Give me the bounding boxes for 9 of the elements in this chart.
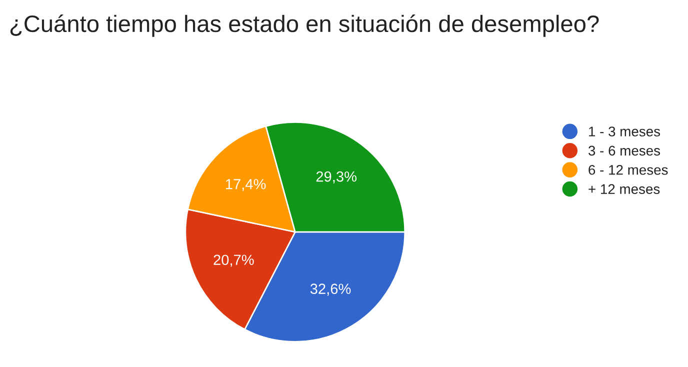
data-label: 20,7% <box>214 254 254 267</box>
legend-label: 3 - 6 meses <box>588 146 660 156</box>
legend-label: 1 - 3 meses <box>589 126 660 136</box>
legend-label: 6 - 12 meses <box>588 164 668 175</box>
data-label: 29,3% <box>316 171 356 184</box>
data-label: 17,4% <box>226 179 266 192</box>
legend-label: + 12 meses <box>588 184 660 194</box>
data-label: 32,6% <box>310 284 351 296</box>
chart-title: ¿Cuánto tiempo has estado en situación de desempleo? <box>10 14 599 37</box>
